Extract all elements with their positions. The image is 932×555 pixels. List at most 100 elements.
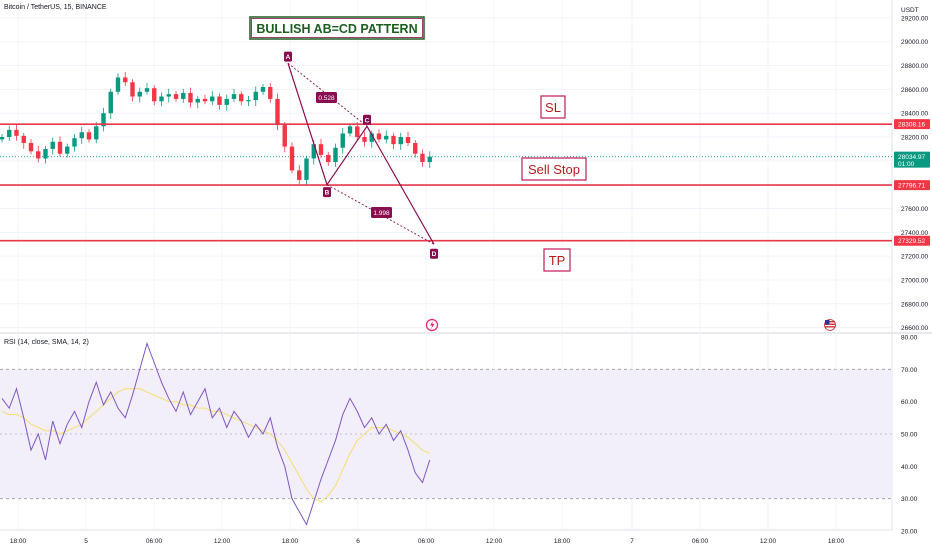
candle-body: [355, 126, 360, 138]
price-tick-label: 29000.00: [901, 39, 928, 46]
candle-body: [21, 135, 26, 143]
price-tick-label: 27600.00: [901, 206, 928, 213]
candle-body: [304, 158, 309, 180]
candle-body: [79, 132, 84, 139]
price-badge-label: 27329.52: [898, 238, 925, 245]
grid: [0, 0, 892, 530]
candle-body: [413, 142, 418, 154]
candle-body: [268, 87, 273, 99]
sl-label-box[interactable]: SL: [540, 95, 566, 119]
time-tick-label: 12:00: [214, 538, 231, 545]
candle-body: [130, 82, 135, 97]
rsi-tick-label: 40.00: [901, 464, 918, 471]
candle-body: [369, 133, 374, 142]
candle-body: [137, 91, 142, 97]
price-badge-countdown: 01:00: [898, 161, 915, 168]
time-tick-label: 18:00: [282, 538, 299, 545]
candle-body: [28, 142, 34, 152]
rsi-tick-label: 20.00: [901, 529, 918, 536]
candle-body: [86, 132, 92, 140]
candle-body: [347, 126, 353, 134]
candle-body: [318, 144, 324, 155]
time-axis[interactable]: 18:00 5 06:00 12:00 18:00 6 06:00 12:00 18:00 7 06…: [10, 538, 845, 545]
candle-body: [115, 77, 121, 92]
candle-body: [188, 92, 193, 103]
ratio-label: 1.998: [373, 210, 390, 217]
candle-body: [210, 96, 215, 102]
time-tick-label: 06:00: [418, 538, 435, 545]
price-tick-label: 27000.00: [901, 277, 928, 284]
candle-body: [224, 98, 229, 105]
rsi-indicator-title[interactable]: RSI (14, close, SMA, 14, 2): [4, 339, 89, 346]
price-axis[interactable]: 29200.00 29000.00 28800.00 28600.00 28400.00…: [901, 7, 928, 332]
earnings-event-icon[interactable]: [425, 318, 439, 332]
symbol-title[interactable]: Bitcoin / TetherUS, 15, BINANCE: [4, 4, 107, 11]
candle-body: [289, 146, 295, 171]
candle-body: [246, 100, 251, 102]
price-badge-tp: [894, 235, 930, 246]
time-tick-label: 6: [356, 538, 360, 545]
candle-body: [7, 129, 12, 138]
candle-body: [144, 88, 150, 92]
candle-body: [101, 113, 106, 127]
ratio-label: 0.528: [318, 95, 335, 102]
pattern-point-label: C: [365, 117, 370, 124]
candle-body: [391, 135, 396, 145]
pattern-title-box[interactable]: BULLISH AB=CD PATTERN: [249, 16, 425, 40]
candle-body: [94, 126, 99, 140]
rsi-tick-label: 50.00: [901, 432, 918, 439]
price-tick-label: 28200.00: [901, 135, 928, 142]
pattern-point-c[interactable]: [363, 114, 371, 125]
price-tick-label: 27200.00: [901, 254, 928, 261]
rsi-axis[interactable]: 80.00 70.00 60.00 50.00 40.00 30.00 20.00: [901, 335, 918, 536]
price-badge-sell-stop: [894, 180, 930, 191]
candle-body: [427, 156, 432, 163]
candle-body: [202, 98, 208, 102]
candle-body: [282, 125, 287, 147]
candle-body: [72, 138, 77, 147]
us-flag-icon[interactable]: [824, 319, 836, 331]
candle-body: [195, 98, 200, 103]
rsi-ma-line: [1, 388, 430, 503]
price-tick-label: 26800.00: [901, 301, 928, 308]
abcd-leg-lines[interactable]: [287, 62, 435, 245]
pattern-point-b[interactable]: [323, 187, 331, 198]
price-badge-current: [894, 151, 930, 168]
candle-body: [253, 91, 258, 101]
candle-body: [50, 141, 55, 149]
candle-body: [57, 141, 63, 154]
ratio-badge[interactable]: [316, 92, 337, 103]
tp-label-box[interactable]: TP: [543, 248, 571, 272]
candle-body: [43, 148, 48, 159]
candle-body: [152, 88, 157, 102]
candle-body: [340, 133, 345, 148]
candle-body: [217, 96, 222, 105]
candle-body: [173, 94, 179, 99]
candle-body: [333, 147, 338, 163]
candle-body: [260, 87, 266, 92]
candle-body: [166, 94, 171, 97]
price-tick-label: 26600.00: [901, 325, 928, 332]
abcd-pattern[interactable]: A B C D 0.528 1.998: [284, 51, 438, 259]
time-tick-label: 06:00: [146, 538, 163, 545]
pattern-title: BULLISH AB=CD PATTERN: [256, 22, 417, 36]
candle-body: [362, 137, 367, 142]
candle-body: [65, 146, 70, 154]
currency-label: USDT: [901, 7, 919, 14]
sell-stop-label: Sell Stop: [528, 162, 580, 177]
price-tick-label: 27400.00: [901, 230, 928, 237]
candle-body: [398, 137, 403, 145]
price-tick-label: 28600.00: [901, 87, 928, 94]
ratio-badge[interactable]: [371, 207, 392, 218]
pattern-point-a[interactable]: [284, 51, 292, 62]
candle-body: [376, 133, 382, 140]
sell-stop-label-box[interactable]: Sell Stop: [521, 157, 587, 181]
candles: [0, 72, 432, 185]
pattern-point-d[interactable]: [430, 248, 438, 259]
candle-body: [297, 170, 302, 180]
candle-body: [14, 129, 19, 136]
price-badge-sl: [894, 119, 930, 130]
